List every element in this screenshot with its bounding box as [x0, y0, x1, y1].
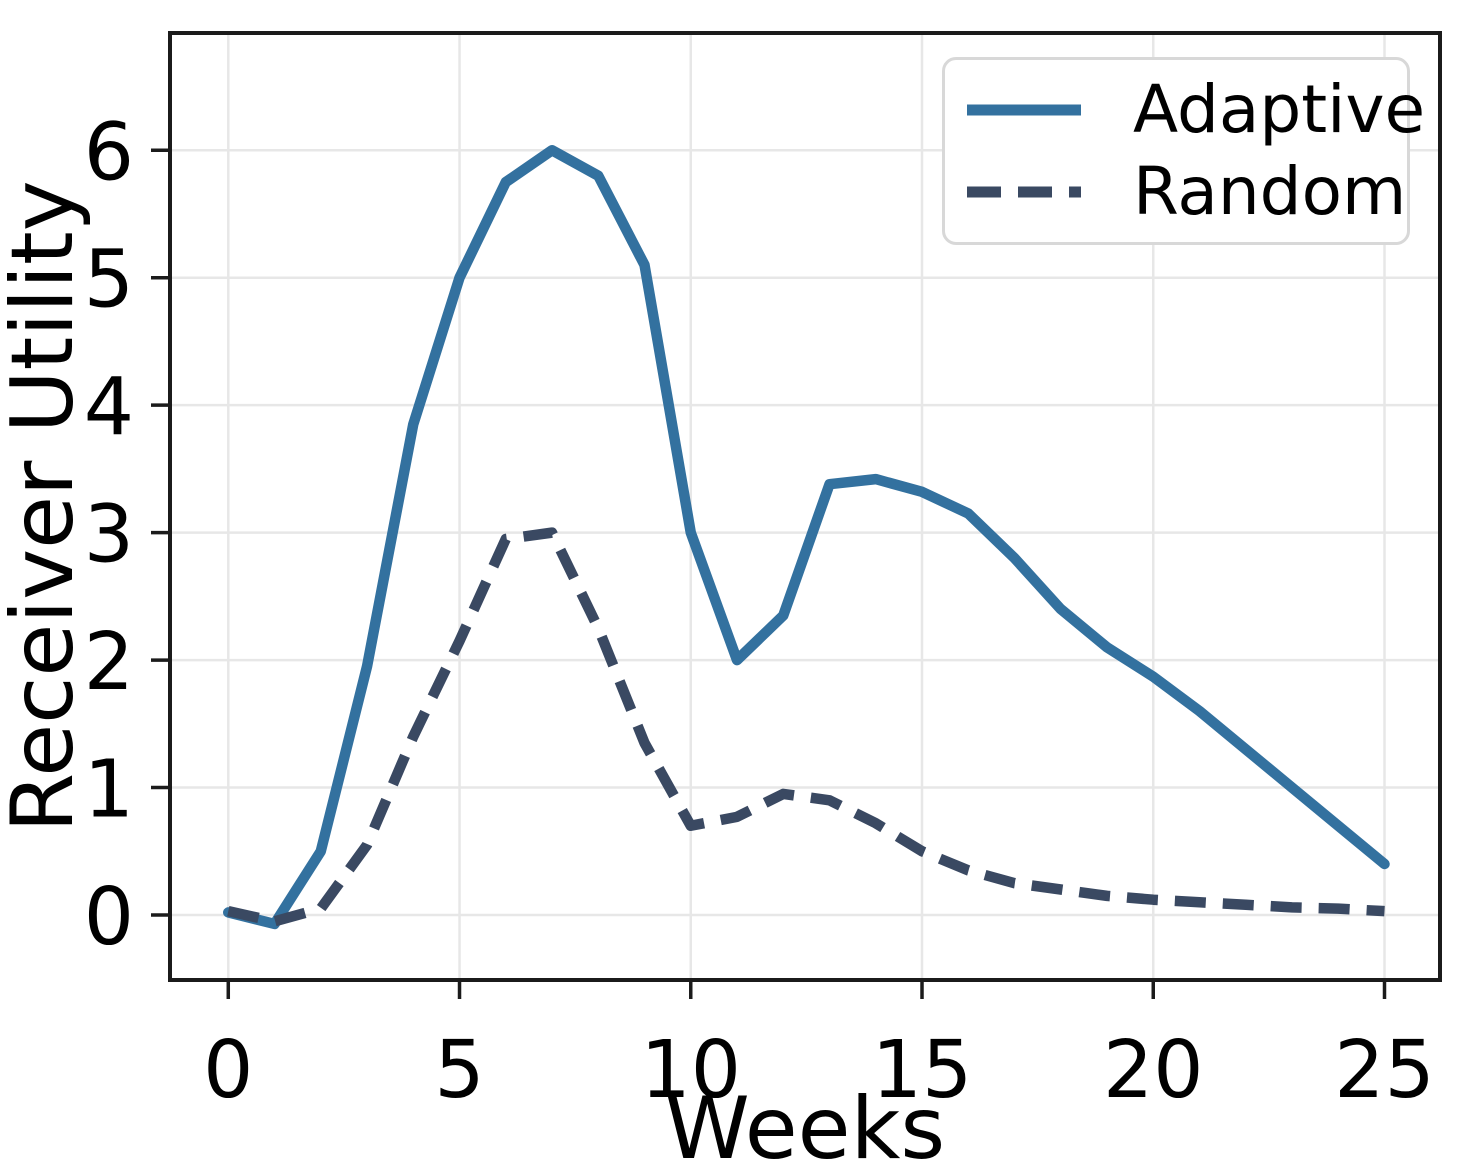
- y-tick-label: 0: [84, 871, 134, 963]
- legend: Adaptive Random: [942, 57, 1425, 245]
- x-tick-label: 15: [872, 1024, 973, 1116]
- plot-border: [168, 31, 1442, 982]
- y-tick-label: 1: [84, 744, 134, 836]
- legend-item-adaptive: Adaptive: [965, 76, 1425, 143]
- x-tick-label: 20: [1103, 1024, 1204, 1116]
- y-tick-label: 4: [84, 361, 134, 453]
- y-tick-label: 3: [84, 489, 134, 581]
- x-tick-label: 0: [203, 1024, 253, 1116]
- x-tick-label: 10: [640, 1024, 741, 1116]
- legend-item-random: Random: [965, 159, 1407, 225]
- random-line: [227, 527, 1385, 927]
- y-axis-label: Receiver Utility: [0, 180, 93, 832]
- x-tick-label: 5: [434, 1024, 484, 1116]
- legend-label-random: Random: [1133, 153, 1407, 231]
- y-tick-label: 6: [84, 106, 134, 198]
- adaptive-line-swatch-icon: [967, 104, 1081, 116]
- legend-label-adaptive: Adaptive: [1133, 70, 1426, 148]
- x-tick-label: 25: [1334, 1024, 1435, 1116]
- random-line-swatch-icon: [967, 186, 1081, 198]
- adaptive-line: [223, 145, 1390, 930]
- y-tick-label: 2: [84, 616, 134, 708]
- y-tick-label: 5: [84, 234, 134, 326]
- x-axis-label: Weeks: [665, 1079, 945, 1170]
